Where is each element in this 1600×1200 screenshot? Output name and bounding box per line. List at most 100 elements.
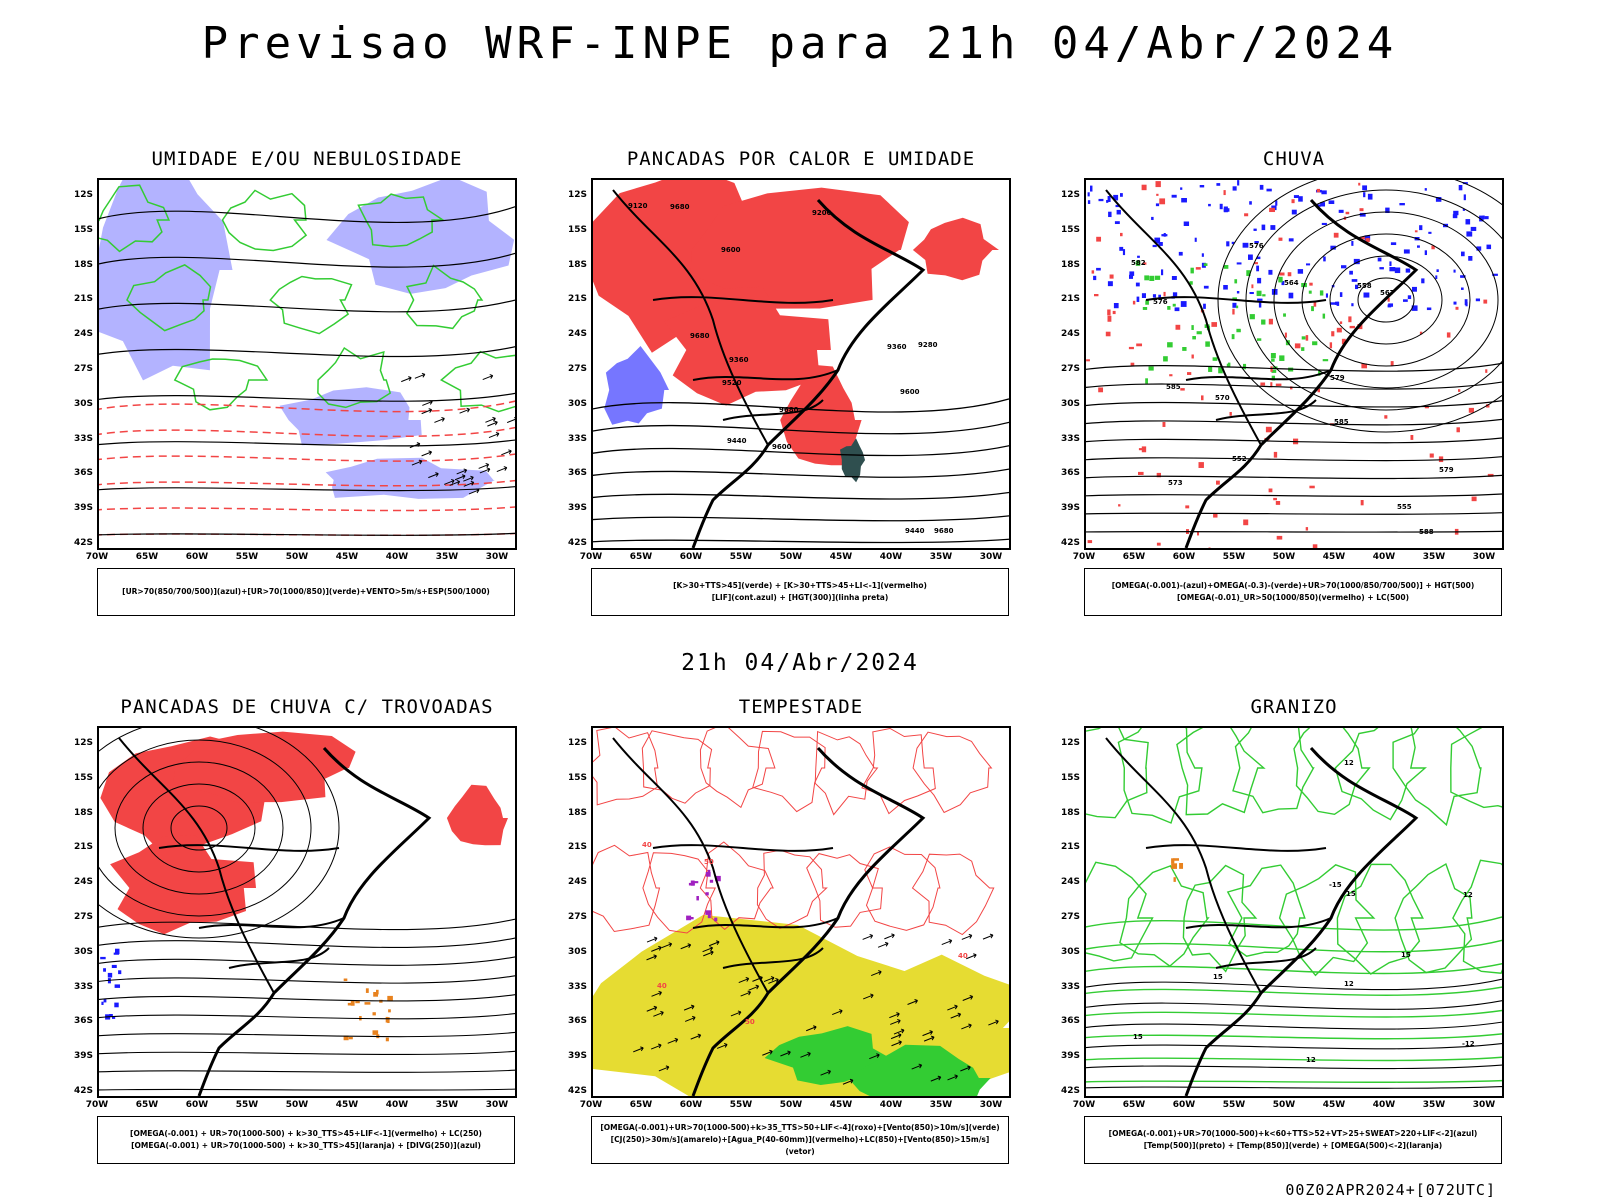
omega-blue-pixel: [1367, 193, 1373, 200]
lat-tick-label: 42S: [1060, 1086, 1080, 1096]
contour-label: 555: [1397, 503, 1412, 511]
coastline: [1184, 747, 1419, 1096]
lon-tick-label: 50W: [779, 552, 803, 562]
temp500-contour: [1086, 1064, 1502, 1070]
rain-red-pixel: [1419, 331, 1423, 335]
storm-pixel: [705, 910, 711, 915]
wind-vector: [947, 1004, 958, 1011]
omega-blue-pixel: [1136, 296, 1140, 302]
contour-label: 15: [1213, 973, 1223, 981]
omega-blue-pixel: [1108, 211, 1112, 218]
omega-green-pixel: [1271, 358, 1275, 362]
rain-red-pixel: [1446, 332, 1451, 338]
contour-label: 9600: [721, 246, 741, 254]
streamline: [99, 994, 515, 1002]
omega-blue-pixel: [1223, 206, 1228, 213]
omega-blue-pixel: [1453, 210, 1459, 216]
wind-vector: [922, 1030, 933, 1037]
orange-pixel: [365, 988, 369, 993]
lon-tick-label: 65W: [629, 552, 653, 562]
streamline: [99, 1050, 515, 1056]
wind-vector: [506, 417, 515, 424]
wind-vector: [962, 995, 974, 1001]
lon-tick-label: 65W: [135, 552, 159, 562]
wind850-area: [764, 1026, 890, 1085]
rain-red-pixel: [1360, 236, 1365, 240]
rain-red-pixel: [1159, 198, 1166, 205]
lon-tick-label: 60W: [185, 552, 209, 562]
lat-tick-label: 15S: [567, 224, 587, 235]
lon-tick-label: 45W: [335, 552, 359, 562]
storm-pixel: [707, 914, 711, 919]
contour-label: 570: [1215, 394, 1230, 402]
hgt300-contour: [593, 515, 1009, 522]
lat-tick-label: 36S: [1060, 468, 1080, 479]
rain-red-pixel: [1384, 415, 1388, 419]
streamline: [99, 1069, 515, 1073]
rain-red-pixel: [1243, 519, 1249, 526]
contour-label: 9440: [905, 527, 925, 535]
rain-red-pixel: [1138, 471, 1144, 475]
omega-blue-pixel: [1107, 196, 1111, 202]
omega-blue-pixel: [1411, 305, 1418, 311]
lon-tick-label: 65W: [629, 1100, 653, 1110]
omega-green-pixel: [1270, 353, 1276, 359]
legend-box: [OMEGA(-0.001)+UR>70(1000-500)+k<60+TTS>…: [1084, 1116, 1502, 1164]
pressure-contour: [99, 392, 515, 402]
rain-red-pixel: [1387, 297, 1390, 302]
omega-blue-pixel: [1208, 203, 1211, 207]
omega-blue-pixel: [1113, 194, 1119, 201]
contour-label: 15: [1401, 951, 1411, 959]
hgt500-contour: [1086, 474, 1502, 480]
map-plot: 9680 9680 9680 9600 9680 9600 9600 9520 9440 9360…: [593, 180, 1009, 548]
wind-vector: [443, 478, 455, 485]
temp850-contour: [1182, 864, 1258, 973]
lon-tick-label: 45W: [1322, 552, 1346, 562]
wind-vector: [869, 1053, 880, 1060]
omega-blue-pixel: [1288, 292, 1294, 299]
omega-blue-pixel: [1388, 303, 1394, 307]
streamline: [99, 1031, 515, 1038]
lat-tick-label: 30S: [73, 946, 93, 957]
omega-blue-pixel: [1161, 269, 1164, 276]
hgt500-contour: [1086, 456, 1502, 462]
rain-red-pixel: [1456, 427, 1460, 433]
wind-vector: [428, 472, 439, 479]
rain-red-pixel: [1270, 382, 1273, 388]
lon-tick-label: 35W: [435, 552, 459, 562]
wind-vector: [863, 993, 874, 1000]
main-title: Previsao WRF-INPE para 21h 04/Abr/2024: [201, 18, 1399, 69]
lon-tick-label: 50W: [1272, 1100, 1296, 1110]
lat-tick-label: 21S: [1060, 842, 1080, 853]
omega-green-pixel: [1271, 370, 1277, 373]
lon-tick-label: 30W: [1472, 552, 1496, 562]
omega-blue-pixel: [1417, 245, 1420, 248]
wind-vector: [708, 940, 720, 947]
contour-label: 588: [1419, 528, 1434, 536]
orange-pixel: [385, 1016, 388, 1023]
omega-blue-pixel: [1270, 225, 1276, 230]
temp500-contour: [1086, 1085, 1502, 1089]
legend-box: [K>30+TTS>45](verde) + [K>30+TTS>45+LI<-…: [591, 568, 1009, 616]
omega-blue-pixel: [1424, 188, 1427, 191]
legend-line: [OMEGA(-0.001) + UR>70(1000-500) + k>30_…: [130, 1129, 482, 1138]
storm-pixel: [709, 879, 714, 883]
omega-blue-pixel: [1377, 257, 1382, 262]
rain-red-pixel: [1341, 338, 1346, 345]
omega-blue-pixel: [1419, 225, 1423, 231]
pressure-contour: [99, 439, 515, 447]
omega-blue-pixel: [1465, 219, 1471, 225]
lon-tick-label: 70W: [579, 1100, 603, 1110]
wind-vector: [740, 990, 752, 997]
thunderstorm-area: [110, 835, 256, 935]
orange-pixel: [347, 1002, 354, 1006]
wind-vector: [680, 943, 692, 950]
omega-blue-pixel: [1364, 235, 1371, 241]
heat-convection-area: [664, 286, 831, 406]
contour-label: 9440: [727, 437, 747, 445]
orange-pixel: [387, 995, 393, 1002]
rain-red-pixel: [1431, 245, 1435, 250]
rain-red-pixel: [1305, 335, 1309, 341]
temp850-contour: [1086, 939, 1502, 953]
omega-blue-pixel: [1129, 274, 1134, 279]
